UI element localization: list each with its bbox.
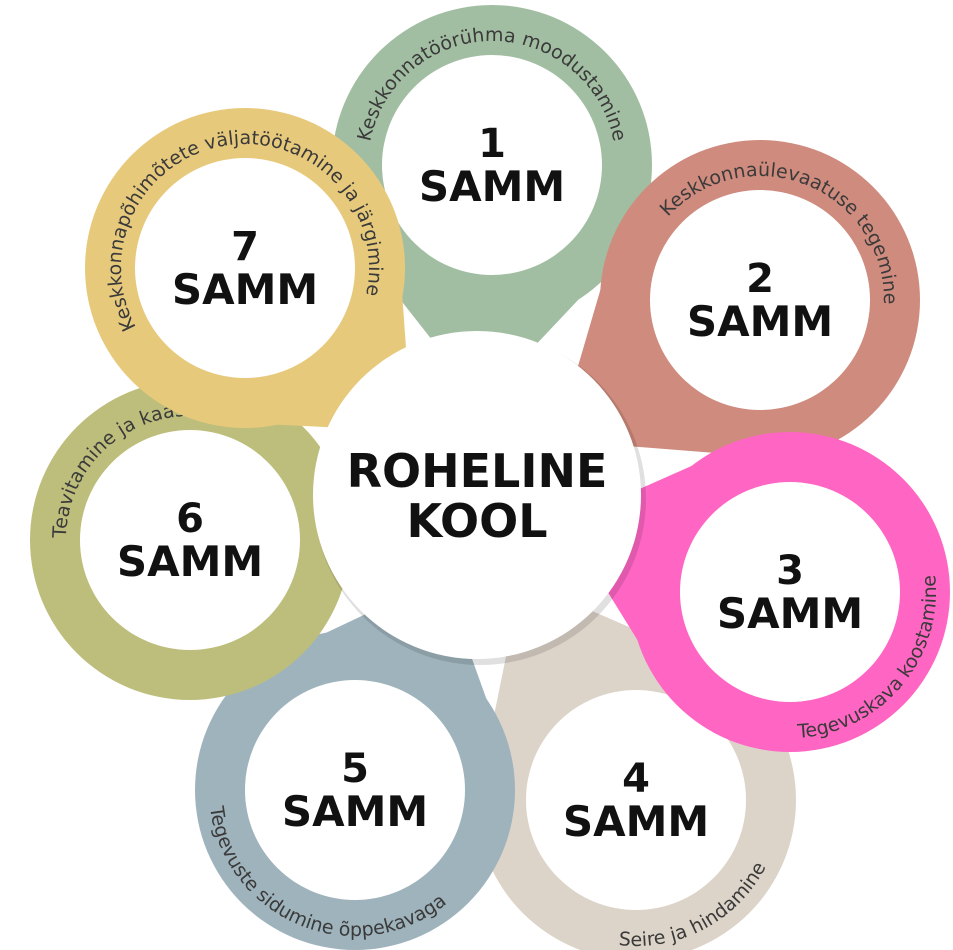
step-word: SAMM [117, 537, 263, 586]
step-word: SAMM [282, 787, 428, 836]
step-circle [245, 680, 465, 900]
step-number: 4 [622, 756, 650, 802]
step-number: 5 [341, 746, 369, 792]
center-label: ROHELINE [347, 444, 608, 498]
step-number: 7 [231, 224, 259, 270]
step-word: SAMM [563, 797, 709, 846]
step: Keskkonnapõhimõtete väljatöötamine ja jä… [85, 108, 413, 432]
step-circle [680, 482, 900, 702]
center-circle [313, 331, 641, 659]
step-circle [135, 158, 355, 378]
step-number: 3 [776, 548, 804, 594]
step-number: 1 [478, 121, 506, 167]
step-word: SAMM [687, 297, 833, 346]
step-circle [80, 430, 300, 650]
step-number: 6 [176, 496, 204, 542]
step: Teavitamine ja kaasamine6SAMM [30, 380, 397, 700]
step-word: SAMM [419, 162, 565, 211]
step-circle [526, 690, 746, 910]
center-label: KOOL [406, 494, 547, 548]
step-word: SAMM [172, 265, 318, 314]
step-number: 2 [746, 256, 774, 302]
step-word: SAMM [717, 589, 863, 638]
step-circle [650, 190, 870, 410]
step-circle [382, 55, 602, 275]
